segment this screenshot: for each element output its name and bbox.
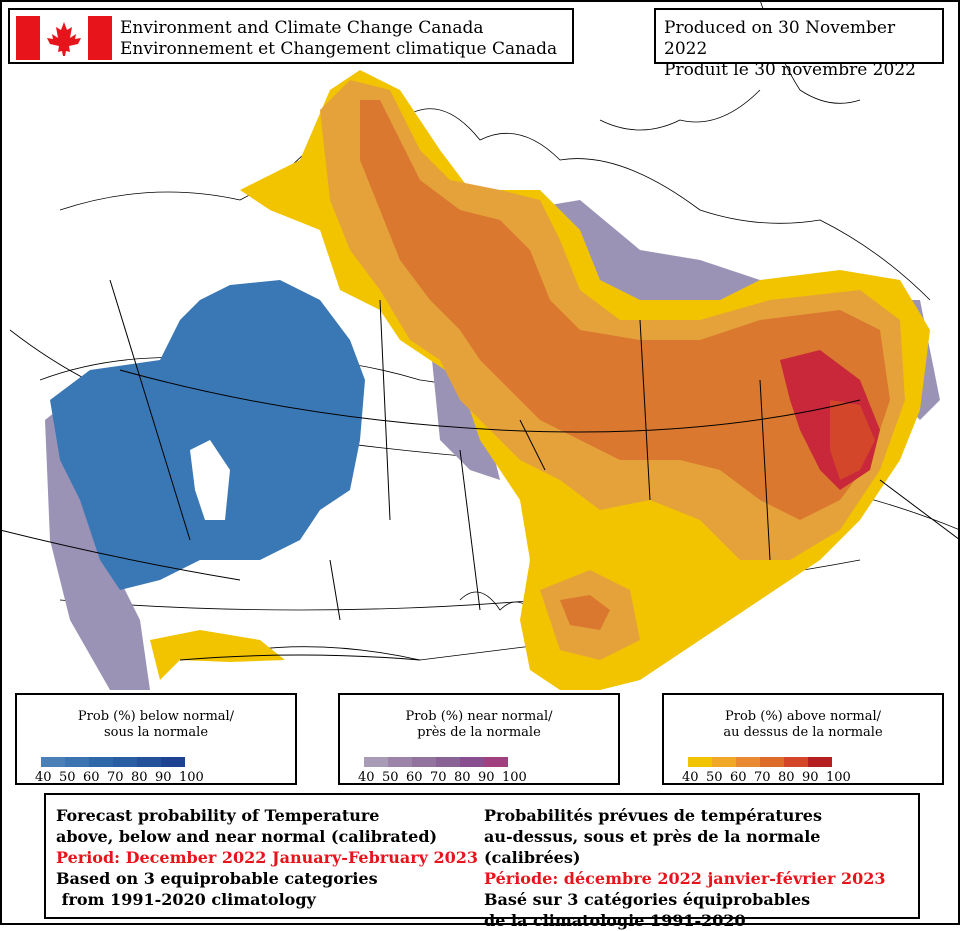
- legend-above-swatch: [688, 757, 712, 767]
- legend-above-tick: 50: [706, 770, 723, 785]
- legend-near-swatch: [436, 757, 460, 767]
- legend-below-swatch: [89, 757, 113, 767]
- legend-near-tick: 60: [406, 770, 423, 785]
- legend-above-swatch: [784, 757, 808, 767]
- legend-below-swatch: [65, 757, 89, 767]
- agency-header: Environment and Climate Change Canada En…: [8, 8, 574, 64]
- legend-above-normal: Prob (%) above normal/ au dessus de la n…: [662, 693, 944, 785]
- produced-date-en: Produced on 30 November 2022: [664, 18, 896, 59]
- legend-above-swatch: [712, 757, 736, 767]
- below-normal-hole: [190, 440, 230, 520]
- desc-fr-line1: Probabilités prévues de températures: [484, 806, 822, 825]
- legend-below-tick: 80: [131, 770, 148, 785]
- legend-below-normal: Prob (%) below normal/ sous la normale 4…: [15, 693, 297, 785]
- legend-above-tick: 70: [754, 770, 771, 785]
- desc-en-line1: Forecast probability of Temperature: [56, 806, 380, 825]
- legend-near-tick: 70: [430, 770, 447, 785]
- legend-below-title: Prob (%) below normal/: [77, 709, 235, 724]
- above-normal-red-orange: [830, 400, 875, 480]
- legend-below-tick: 60: [83, 770, 100, 785]
- legend-near-scale: [364, 757, 508, 767]
- legend-near-normal: Prob (%) near normal/ près de la normale…: [338, 693, 620, 785]
- legend-near-tick: 50: [382, 770, 399, 785]
- legend-below-scale: [41, 757, 185, 767]
- desc-fr-period: Période: décembre 2022 janvier-février 2…: [484, 869, 886, 888]
- legend-above-scale: [688, 757, 832, 767]
- legend-above-swatch: [736, 757, 760, 767]
- produced-date-fr: Produit le 30 novembre 2022: [664, 60, 916, 80]
- legend-above-tick: 100: [826, 770, 851, 785]
- legend-below-swatch: [137, 757, 161, 767]
- legend-below-tick: 40: [35, 770, 52, 785]
- boundary-lines: [0, 279, 960, 661]
- desc-en-line4: Based on 3 equiprobable categories: [56, 869, 378, 888]
- legend-above-title: Prob (%) above normal/: [725, 709, 881, 724]
- legend-below-tick: 70: [107, 770, 124, 785]
- legend-above-ticks: 40 50 60 70 80 90 100: [682, 770, 851, 785]
- legend-near-swatch: [484, 757, 508, 767]
- legend-above-tick: 60: [730, 770, 747, 785]
- desc-en-line2: above, below and near normal (calibrated…: [56, 827, 438, 846]
- legend-below-swatch: [113, 757, 137, 767]
- canada-flag-icon: [16, 16, 112, 60]
- legend-near-swatch: [364, 757, 388, 767]
- legend-below-subtitle: sous la normale: [103, 725, 209, 740]
- description-french: Probabilités prévues de températures au-…: [484, 805, 918, 931]
- legend-near-tick: 80: [454, 770, 471, 785]
- legend-above-tick: 80: [778, 770, 795, 785]
- legend-below-swatch: [41, 757, 65, 767]
- forecast-description: Forecast probability of Temperature abov…: [44, 793, 920, 930]
- legend-above-subtitle: au dessus de la normale: [723, 725, 883, 740]
- legend-near-tick: 90: [478, 770, 495, 785]
- legend-near-tick: 40: [358, 770, 375, 785]
- legend-below-swatch: [161, 757, 185, 767]
- legend-near-swatch: [388, 757, 412, 767]
- legend-near-subtitle: près de la normale: [417, 725, 541, 740]
- desc-fr-line2: au-dessus, sous et près de la normale (c…: [484, 827, 821, 867]
- agency-name-fr: Environnement et Changement climatique C…: [120, 39, 558, 59]
- legend-below-tick: 100: [179, 770, 204, 785]
- above-normal-dark-orange: [360, 100, 890, 630]
- legend-above-tick: 40: [682, 770, 699, 785]
- desc-fr-line4: Basé sur 3 catégories équiprobables: [484, 890, 811, 909]
- legend-above-tick: 90: [802, 770, 819, 785]
- produced-date-box: Produced on 30 November 2022 Produit le …: [654, 8, 944, 80]
- desc-fr-line5: de la climatologie 1991-2020: [484, 911, 746, 930]
- legend-below-tick: 90: [155, 770, 172, 785]
- agency-name-en: Environment and Climate Change Canada: [120, 18, 484, 38]
- desc-en-line5: from 1991-2020 climatology: [56, 890, 316, 909]
- desc-en-period: Period: December 2022 January-February 2…: [56, 848, 479, 867]
- below-normal-region: [50, 280, 365, 590]
- legend-below-ticks: 40 50 60 70 80 90 100: [35, 770, 204, 785]
- legend-near-tick: 100: [502, 770, 527, 785]
- legend-below-tick: 50: [59, 770, 76, 785]
- description-english: Forecast probability of Temperature abov…: [56, 805, 478, 910]
- legend-near-ticks: 40 50 60 70 80 90 100: [358, 770, 527, 785]
- legend-near-swatch: [460, 757, 484, 767]
- legend-near-swatch: [412, 757, 436, 767]
- legend-above-swatch: [760, 757, 784, 767]
- legend-above-swatch: [808, 757, 832, 767]
- legend-near-title: Prob (%) near normal/: [405, 709, 553, 724]
